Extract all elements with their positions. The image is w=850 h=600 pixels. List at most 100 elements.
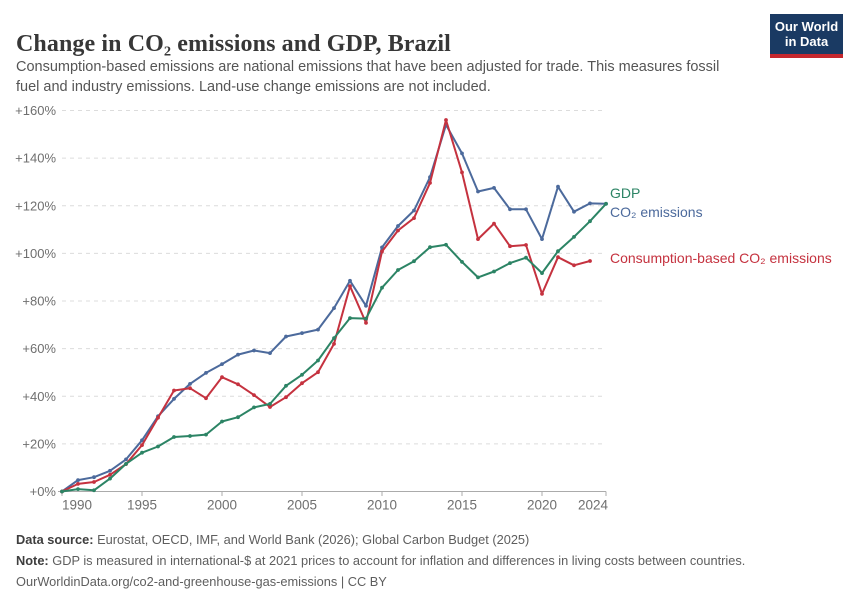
data-point-marker <box>556 184 560 189</box>
data-point-marker <box>268 405 272 409</box>
data-point-marker <box>540 292 544 296</box>
data-point-marker <box>332 336 336 340</box>
data-point-marker <box>380 249 384 254</box>
series-label-consumption-co2: Consumption-based CO₂ emissions <box>610 250 832 266</box>
owid-url-link[interactable]: OurWorldinData.org/co2-and-greenhouse-ga… <box>16 574 338 589</box>
y-axis-tick-label: +120% <box>15 198 56 213</box>
data-point-marker <box>108 472 112 477</box>
data-point-marker <box>252 348 256 353</box>
data-point-marker <box>492 221 496 226</box>
x-axis-tick-label: 1995 <box>127 498 157 513</box>
data-point-marker <box>508 244 512 249</box>
data-point-marker <box>396 268 400 272</box>
data-point-marker <box>428 245 432 250</box>
data-point-marker <box>588 219 592 224</box>
data-point-marker <box>348 278 352 283</box>
x-axis-tick-label: 1990 <box>62 498 92 513</box>
data-point-marker <box>124 462 128 466</box>
owid-logo[interactable]: Our World in Data <box>770 14 843 58</box>
data-point-marker <box>540 237 544 242</box>
data-source-line: Data source: Eurostat, OECD, IMF, and Wo… <box>16 529 836 550</box>
data-point-marker <box>444 242 448 247</box>
x-axis-tick-label: 2020 <box>527 498 557 513</box>
data-point-marker <box>300 331 304 335</box>
url-line: OurWorldinData.org/co2-and-greenhouse-ga… <box>16 571 836 592</box>
data-point-marker <box>556 255 560 260</box>
divider: | <box>337 574 348 589</box>
data-point-marker <box>172 388 176 393</box>
page-title: Change in CO₂ emissions and GDP, Brazil <box>16 31 451 58</box>
data-point-marker <box>108 476 112 481</box>
data-point-marker <box>572 209 576 214</box>
data-point-marker <box>316 370 320 375</box>
y-axis-tick-label: +80% <box>22 294 56 309</box>
data-point-marker <box>284 334 288 339</box>
gdpline <box>61 203 607 493</box>
owid-logo-line1: Our World <box>774 19 839 34</box>
data-point-marker <box>380 285 384 290</box>
data-point-marker <box>396 224 400 228</box>
data-point-marker <box>412 216 416 221</box>
data-point-marker <box>460 151 464 156</box>
data-point-marker <box>140 443 144 447</box>
data-point-marker <box>284 383 288 388</box>
data-point-marker <box>300 372 304 377</box>
data-point-marker <box>76 482 80 486</box>
y-axis-tick-label: +100% <box>15 246 56 261</box>
data-source-label: Data source: <box>16 532 94 547</box>
data-point-marker <box>204 396 208 401</box>
data-point-marker <box>220 362 224 366</box>
data-point-marker <box>348 316 352 320</box>
data-point-marker <box>476 275 480 280</box>
data-point-marker <box>460 170 464 175</box>
data-point-marker <box>316 327 320 332</box>
x-axis-tick-label: 2015 <box>447 498 477 513</box>
data-point-marker <box>76 487 80 491</box>
data-point-marker <box>236 352 240 357</box>
data-point-marker <box>300 381 304 386</box>
y-axis-tick-label: +0% <box>30 484 57 499</box>
x-axis-tick-label: 2024 <box>578 498 609 513</box>
data-point-marker <box>140 438 144 443</box>
series-label-gdp: GDP <box>610 185 641 201</box>
data-point-marker <box>492 269 496 274</box>
data-point-marker <box>124 457 128 462</box>
data-point-marker <box>380 245 384 250</box>
y-axis-tick-label: +160% <box>15 103 56 118</box>
y-axis-tick-label: +60% <box>22 341 56 356</box>
data-point-marker <box>476 237 480 242</box>
consumption-based-co-emissionsline <box>61 119 591 493</box>
data-point-marker <box>108 468 112 473</box>
data-point-marker <box>92 488 96 493</box>
data-point-marker <box>172 397 176 401</box>
note-label: Note: <box>16 553 49 568</box>
data-point-marker <box>60 489 64 494</box>
data-point-marker <box>508 207 512 212</box>
data-point-marker <box>524 255 528 260</box>
data-point-marker <box>252 393 256 397</box>
data-point-marker <box>364 321 368 325</box>
y-axis-tick-label: +140% <box>15 151 56 166</box>
data-point-marker <box>364 303 368 308</box>
series-label-co2-emissions: CO₂ emissions <box>610 204 703 220</box>
data-point-marker <box>76 478 80 482</box>
data-point-marker <box>428 181 432 185</box>
data-point-marker <box>604 201 608 206</box>
license-text: CC BY <box>347 574 387 589</box>
data-point-marker <box>588 201 592 206</box>
data-point-marker <box>140 450 144 455</box>
data-point-marker <box>172 435 176 439</box>
data-point-marker <box>220 419 224 424</box>
note-line: Note: GDP is measured in international-$… <box>16 550 836 571</box>
data-point-marker <box>556 249 560 254</box>
data-point-marker <box>572 235 576 239</box>
data-point-marker <box>460 260 464 264</box>
data-point-marker <box>268 402 272 406</box>
data-point-marker <box>156 415 160 420</box>
data-point-marker <box>572 263 576 268</box>
chart-footer: Data source: Eurostat, OECD, IMF, and Wo… <box>16 529 836 592</box>
data-point-marker <box>236 415 240 420</box>
data-point-marker <box>412 208 416 213</box>
